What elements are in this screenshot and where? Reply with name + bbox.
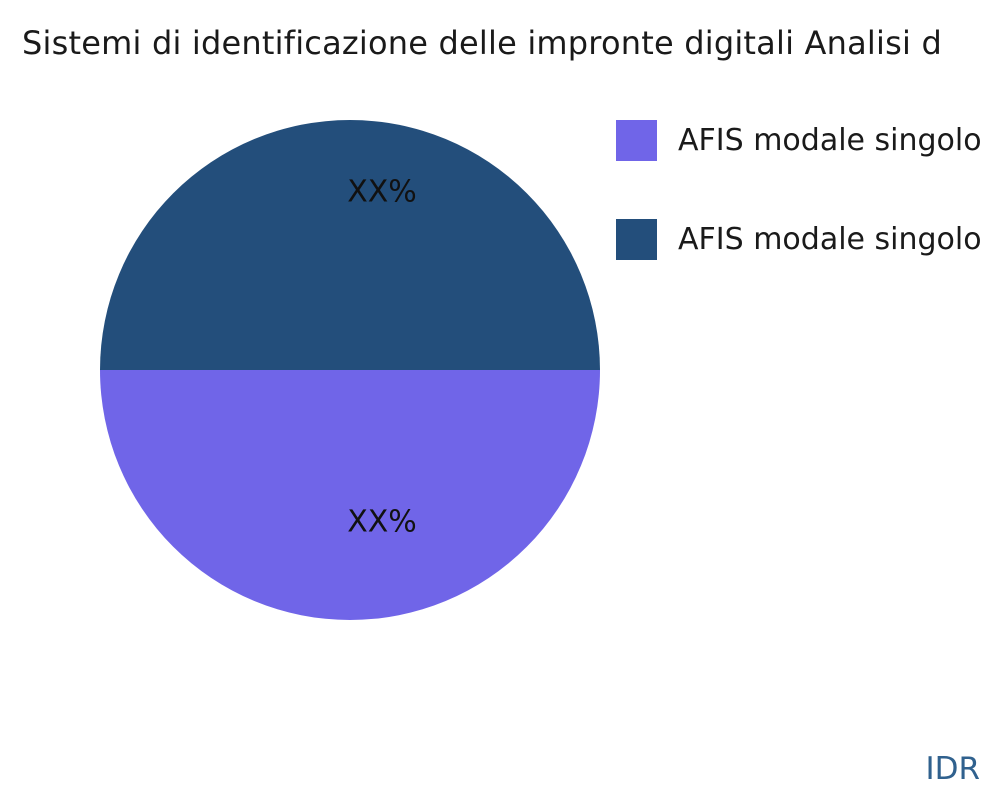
legend-label-purple: AFIS modale singolo (678, 123, 982, 158)
pie-slice-afis-navy (100, 120, 600, 370)
watermark-idr: IDR (925, 751, 980, 787)
pie-chart (100, 120, 600, 620)
legend-item-navy: AFIS modale singolo (616, 219, 982, 260)
legend-item-purple: AFIS modale singolo (616, 120, 982, 161)
legend-swatch-purple (616, 120, 657, 161)
legend-label-navy: AFIS modale singolo (678, 222, 982, 257)
pie-slice-afis-purple (100, 370, 600, 620)
slice-value-label-bottom: XX% (347, 504, 417, 540)
chart-title: Sistemi di identificazione delle impront… (22, 24, 942, 62)
legend-swatch-navy (616, 219, 657, 260)
legend: AFIS modale singolo AFIS modale singolo (616, 120, 982, 260)
slice-value-label-top: XX% (347, 174, 417, 210)
